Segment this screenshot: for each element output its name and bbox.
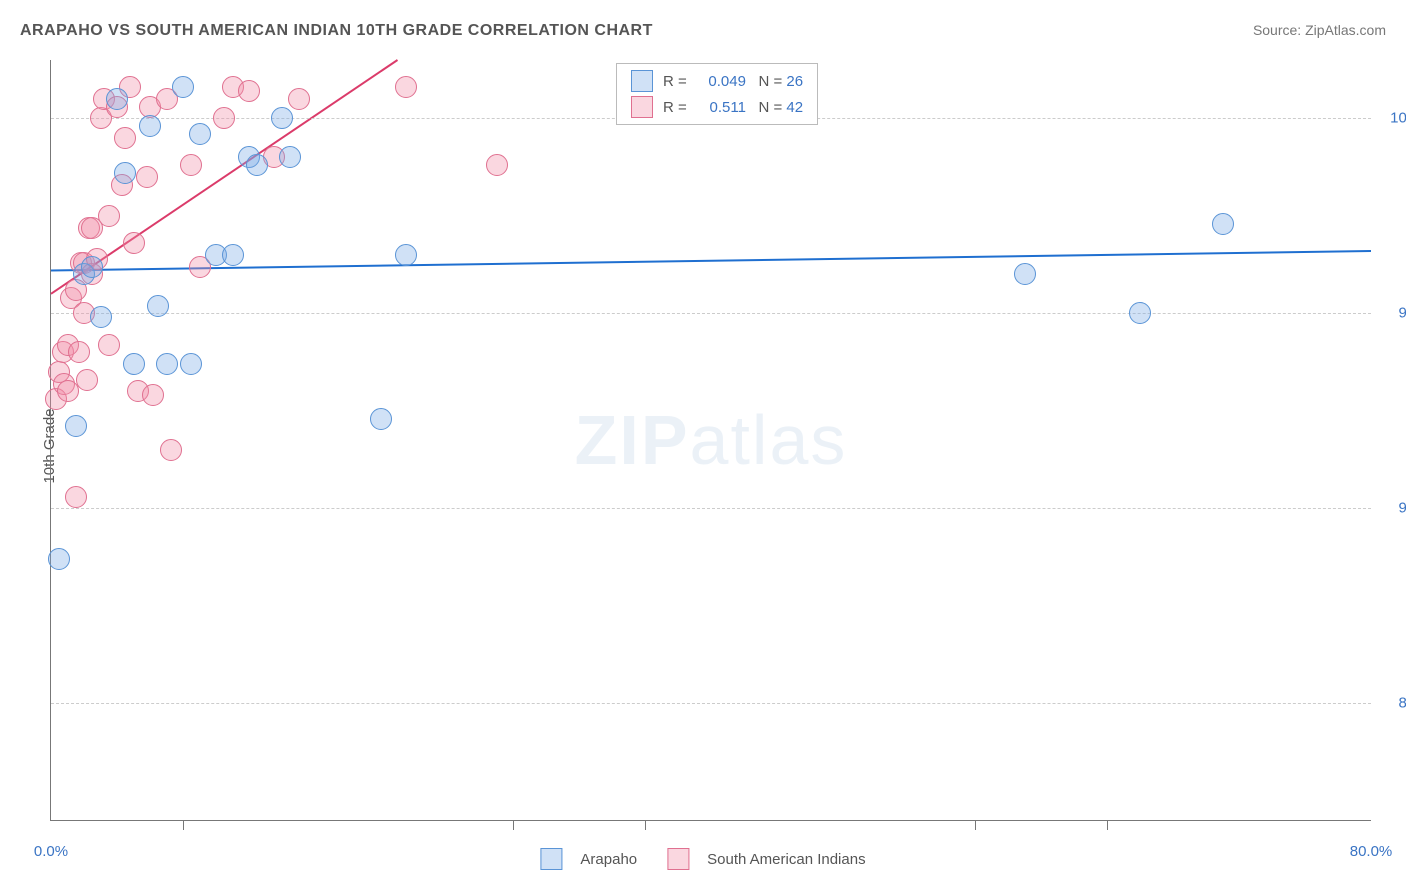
scatter-point: [172, 76, 194, 98]
scatter-point: [65, 486, 87, 508]
scatter-point: [81, 256, 103, 278]
scatter-point: [395, 76, 417, 98]
scatter-point: [123, 353, 145, 375]
scatter-point: [48, 548, 70, 570]
scatter-point: [76, 369, 98, 391]
scatter-point: [1129, 302, 1151, 324]
n-label: N =: [746, 99, 786, 116]
scatter-point: [106, 88, 128, 110]
scatter-point: [98, 334, 120, 356]
x-tick: [513, 820, 514, 830]
x-tick-label: 80.0%: [1350, 843, 1393, 860]
x-tick: [1107, 820, 1108, 830]
scatter-point: [114, 162, 136, 184]
scatter-point: [271, 107, 293, 129]
y-tick-label: 85.0%: [1381, 695, 1406, 712]
scatter-point: [90, 306, 112, 328]
legend-label-arapaho: Arapaho: [580, 851, 637, 868]
legend-swatch: [631, 96, 653, 118]
r-label: R =: [663, 73, 691, 90]
legend-bottom: Arapaho South American Indians: [540, 848, 865, 870]
scatter-point: [213, 107, 235, 129]
scatter-point: [486, 154, 508, 176]
watermark-light: atlas: [690, 401, 848, 479]
scatter-point: [123, 232, 145, 254]
gridline-h: [51, 313, 1371, 314]
scatter-point: [68, 341, 90, 363]
watermark-bold: ZIP: [575, 401, 690, 479]
y-tick-label: 95.0%: [1381, 305, 1406, 322]
scatter-point: [139, 115, 161, 137]
scatter-point: [370, 408, 392, 430]
scatter-point: [1212, 213, 1234, 235]
x-tick: [183, 820, 184, 830]
n-value: 42: [786, 99, 803, 116]
n-value: 26: [786, 73, 803, 90]
source-label: Source: ZipAtlas.com: [1253, 22, 1386, 38]
legend-swatch-sai: [667, 848, 689, 870]
scatter-point: [142, 384, 164, 406]
y-tick-label: 100.0%: [1381, 110, 1406, 127]
scatter-point: [65, 415, 87, 437]
trend-line: [51, 251, 1371, 270]
scatter-point: [160, 439, 182, 461]
scatter-point: [395, 244, 417, 266]
scatter-point: [136, 166, 158, 188]
legend-swatch: [631, 70, 653, 92]
scatter-point: [1014, 263, 1036, 285]
scatter-point: [98, 205, 120, 227]
legend-bottom-item-arapaho: Arapaho: [540, 848, 637, 870]
gridline-h: [51, 703, 1371, 704]
scatter-point: [288, 88, 310, 110]
x-tick: [975, 820, 976, 830]
scatter-point: [238, 80, 260, 102]
legend-swatch-arapaho: [540, 848, 562, 870]
scatter-point: [180, 353, 202, 375]
scatter-point: [246, 154, 268, 176]
scatter-point: [180, 154, 202, 176]
trend-lines-layer: [51, 60, 1371, 820]
legend-bottom-item-sai: South American Indians: [667, 848, 865, 870]
watermark: ZIPatlas: [575, 400, 848, 480]
scatter-point: [156, 353, 178, 375]
scatter-point: [114, 127, 136, 149]
scatter-point: [57, 380, 79, 402]
chart-area: ZIPatlas 85.0%90.0%95.0%100.0%0.0%80.0%R…: [50, 60, 1371, 821]
gridline-h: [51, 508, 1371, 509]
r-value: 0.049: [691, 73, 746, 90]
legend-stats-row: R = 0.049 N = 26: [617, 68, 817, 94]
chart-title: ARAPAHO VS SOUTH AMERICAN INDIAN 10TH GR…: [20, 22, 653, 40]
r-value: 0.511: [691, 99, 746, 116]
y-tick-label: 90.0%: [1381, 500, 1406, 517]
scatter-point: [279, 146, 301, 168]
x-tick: [645, 820, 646, 830]
x-tick-label: 0.0%: [34, 843, 68, 860]
legend-label-sai: South American Indians: [707, 851, 865, 868]
scatter-point: [189, 123, 211, 145]
scatter-point: [222, 244, 244, 266]
n-label: N =: [746, 73, 786, 90]
r-label: R =: [663, 99, 691, 116]
legend-stats-row: R = 0.511 N = 42: [617, 94, 817, 120]
legend-stats: R = 0.049 N = 26R = 0.511 N = 42: [616, 63, 818, 125]
scatter-point: [147, 295, 169, 317]
